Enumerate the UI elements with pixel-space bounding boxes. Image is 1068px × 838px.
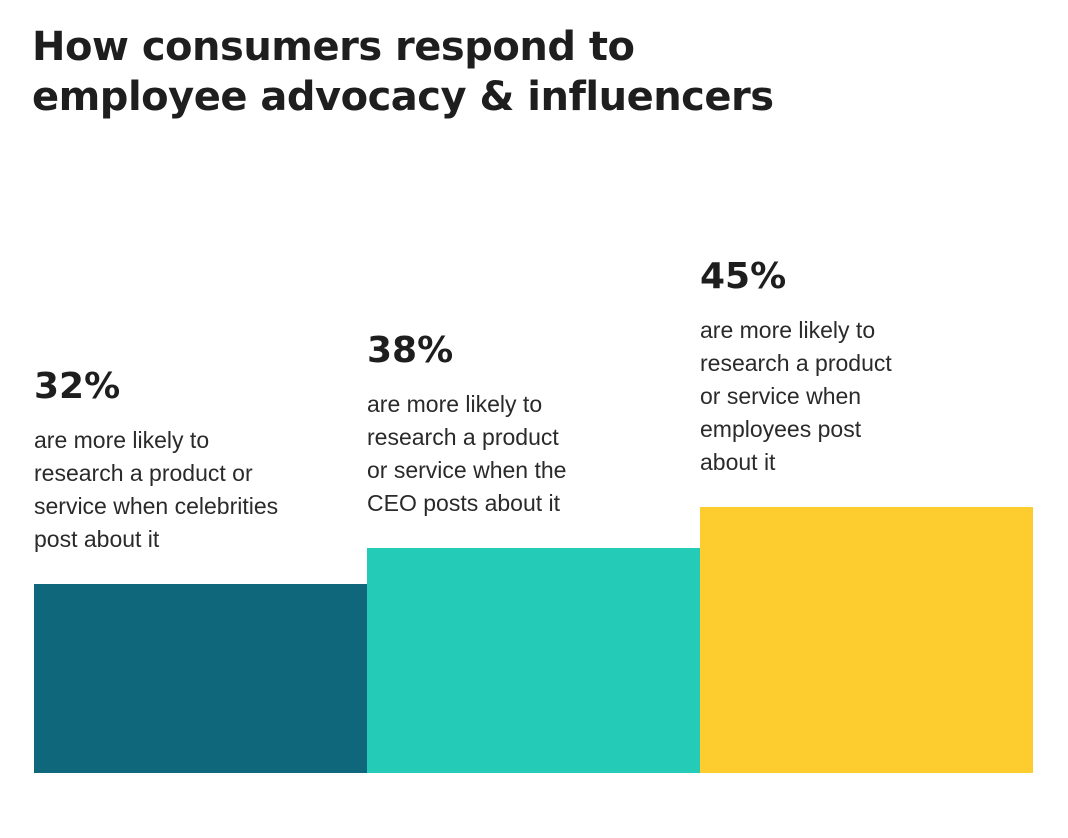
value-label-ceo: 38% <box>367 330 454 372</box>
bar-celebrities <box>34 583 367 773</box>
description-celebrities: are more likely to research a product or… <box>34 426 279 552</box>
chart-title: How consumers respond to employee advoca… <box>32 22 932 122</box>
chart-title-line-1: How consumers respond to <box>32 24 635 70</box>
bar-label-employees: 45% are more likely to research a produc… <box>700 256 1023 479</box>
bar-label-ceo: 38% are more likely to research a produc… <box>367 330 690 520</box>
description-ceo: are more likely to research a product or… <box>367 391 567 517</box>
description-employees: are more likely to research a product or… <box>700 316 892 475</box>
value-label-employees: 45% <box>700 255 787 297</box>
bar-ceo <box>367 548 700 773</box>
chart-title-line-2: employee advocacy & influencers <box>32 74 774 120</box>
bar-label-celebrities: 32% are more likely to research a produc… <box>34 366 357 556</box>
bar-employees <box>700 506 1033 773</box>
value-label-celebrities: 32% <box>34 365 121 407</box>
